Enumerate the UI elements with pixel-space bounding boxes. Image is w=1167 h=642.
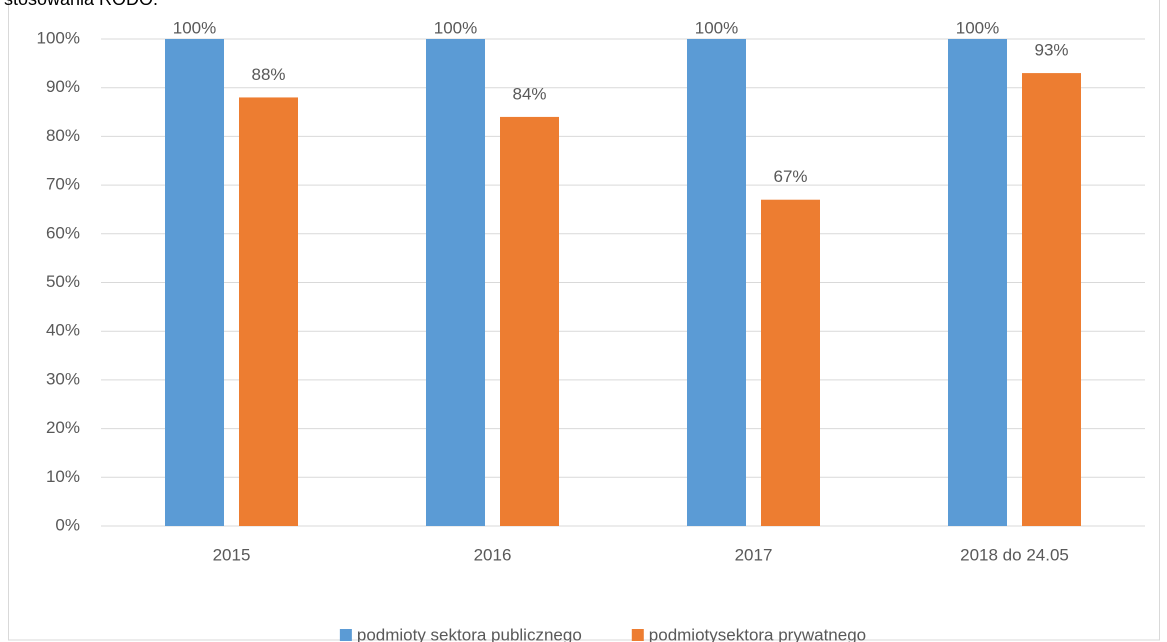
bar: [165, 39, 224, 526]
y-tick-label: 10%: [46, 467, 80, 486]
y-tick-label: 40%: [46, 321, 80, 340]
data-label: 100%: [695, 18, 738, 37]
y-tick-label: 100%: [37, 28, 80, 47]
x-tick-label: 2016: [474, 545, 512, 564]
y-tick-label: 20%: [46, 418, 80, 437]
bar: [687, 39, 746, 526]
legend-label: podmioty sektora publicznego: [357, 625, 582, 642]
data-label: 100%: [434, 18, 477, 37]
bar: [1022, 73, 1081, 526]
y-tick-label: 60%: [46, 223, 80, 242]
x-tick-label: 2018 do 24.05: [960, 545, 1069, 564]
legend-swatch: [339, 629, 352, 641]
chart-title: stosowania RODO.: [4, 0, 158, 9]
bar: [948, 39, 1007, 526]
data-label: 100%: [173, 18, 216, 37]
data-label: 84%: [512, 84, 546, 103]
legend-label: podmiotysektora prywatnego: [649, 625, 866, 642]
data-label: 67%: [773, 167, 807, 186]
bar: [500, 116, 559, 527]
y-tick-label: 0%: [55, 515, 80, 534]
y-tick-label: 70%: [46, 175, 80, 194]
x-tick-label: 2015: [213, 545, 251, 564]
legend-swatch: [631, 629, 644, 641]
data-label: 88%: [251, 65, 285, 84]
y-tick-label: 50%: [46, 272, 80, 291]
y-tick-label: 80%: [46, 126, 80, 145]
bar: [239, 97, 298, 526]
bar: [761, 199, 820, 526]
y-tick-label: 90%: [46, 77, 80, 96]
data-label: 93%: [1034, 41, 1068, 60]
y-tick-label: 30%: [46, 369, 80, 388]
bar: [426, 39, 485, 526]
data-label: 100%: [956, 18, 999, 37]
x-tick-label: 2017: [735, 545, 773, 564]
